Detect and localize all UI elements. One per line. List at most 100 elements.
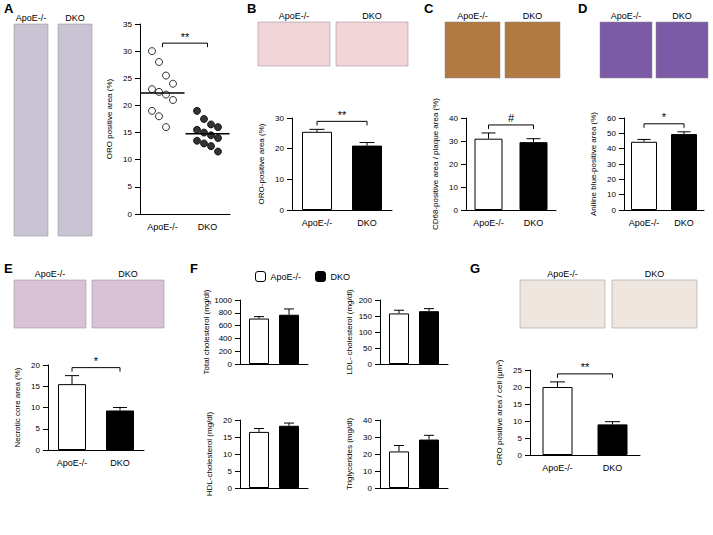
svg-text:E: E [4,261,13,276]
svg-text:1000: 1000 [214,296,232,305]
svg-text:ApoE-/-: ApoE-/- [457,11,488,21]
svg-text:LDL- cholesterol (mg/dl): LDL- cholesterol (mg/dl) [345,289,354,375]
svg-text:0: 0 [368,484,373,493]
svg-text:10: 10 [123,155,132,164]
svg-text:0: 0 [368,360,373,369]
svg-text:10: 10 [449,183,458,192]
svg-text:50: 50 [363,344,372,353]
svg-text:ApoE-/-: ApoE-/- [629,218,660,228]
svg-text:10: 10 [607,190,616,199]
svg-text:0: 0 [228,484,233,493]
svg-text:5: 5 [128,182,133,191]
svg-text:**: ** [181,31,190,43]
svg-text:0: 0 [612,206,617,215]
svg-text:ApoE-/-: ApoE-/- [302,218,333,228]
svg-text:30: 30 [607,160,616,169]
svg-text:10: 10 [223,450,232,459]
svg-text:DKO: DKO [672,11,692,21]
svg-text:30: 30 [363,433,372,442]
svg-text:40: 40 [607,144,616,153]
svg-text:0: 0 [280,206,285,215]
svg-text:DKO: DKO [110,458,130,468]
svg-text:40: 40 [363,416,372,425]
svg-text:20: 20 [223,416,232,425]
svg-text:50: 50 [607,129,616,138]
svg-text:ApoE-/-: ApoE-/- [611,11,642,21]
svg-text:ApoE-/-: ApoE-/- [271,272,302,282]
svg-text:D: D [578,1,587,16]
svg-text:*: * [662,111,667,123]
svg-text:0: 0 [128,210,133,219]
svg-text:25: 25 [123,74,132,83]
svg-text:0: 0 [228,360,233,369]
svg-text:20: 20 [513,383,522,392]
svg-text:20: 20 [275,144,284,153]
svg-text:15: 15 [123,128,132,137]
svg-text:25: 25 [513,366,522,375]
svg-text:DKO: DKO [674,218,694,228]
svg-text:30: 30 [449,137,458,146]
svg-text:10: 10 [363,467,372,476]
svg-text:0: 0 [518,451,523,460]
svg-text:ORO-positive area (%): ORO-positive area (%) [257,123,266,204]
svg-text:CD68-positive area / plaque ar: CD68-positive area / plaque area (%) [431,98,440,230]
svg-text:5: 5 [36,424,41,433]
svg-text:DKO: DKO [65,13,85,23]
svg-text:35: 35 [123,20,132,29]
svg-text:F: F [190,261,198,276]
svg-text:DKO: DKO [198,222,218,232]
svg-text:20: 20 [449,160,458,169]
svg-text:20: 20 [31,361,40,370]
svg-text:20: 20 [363,450,372,459]
svg-text:10: 10 [275,175,284,184]
svg-text:Triglycerides (mg/dl): Triglycerides (mg/dl) [345,418,354,490]
svg-text:Total cholesterol (mg/dl): Total cholesterol (mg/dl) [202,289,211,374]
svg-text:10: 10 [513,417,522,426]
svg-text:DKO: DKO [603,463,623,473]
svg-text:200: 200 [359,296,373,305]
svg-text:15: 15 [513,400,522,409]
svg-text:B: B [247,1,256,16]
svg-text:ApoE-/-: ApoE-/- [473,218,504,228]
svg-text:A: A [4,1,14,16]
svg-text:ApoE-/-: ApoE-/- [279,11,310,21]
svg-text:15: 15 [31,382,40,391]
svg-text:30: 30 [275,114,284,123]
svg-text:ORO positive area (%): ORO positive area (%) [105,78,114,159]
svg-text:DKO: DKO [362,11,382,21]
svg-text:400: 400 [219,334,233,343]
svg-text:ORO positive area / cell (μm²): ORO positive area / cell (μm²) [495,359,504,465]
svg-text:ApoE-/-: ApoE-/- [57,458,88,468]
svg-text:Aniline blue-positive area (%): Aniline blue-positive area (%) [589,112,598,216]
svg-text:HDL-cholesterol (mg/dl): HDL-cholesterol (mg/dl) [205,411,214,496]
svg-text:800: 800 [219,308,233,317]
svg-text:20: 20 [123,101,132,110]
svg-text:ApoE-/-: ApoE-/- [16,13,47,23]
svg-text:600: 600 [219,321,233,330]
svg-text:DKO: DKO [118,269,138,279]
svg-text:60: 60 [607,114,616,123]
svg-text:C: C [424,1,434,16]
svg-text:40: 40 [449,114,458,123]
svg-text:DKO: DKO [645,269,665,279]
svg-text:ApoE-/-: ApoE-/- [542,463,573,473]
svg-text:DKO: DKO [357,218,377,228]
svg-text:ApoE-/-: ApoE-/- [147,222,178,232]
svg-text:ApoE-/-: ApoE-/- [35,269,66,279]
svg-text:15: 15 [223,433,232,442]
svg-text:#: # [508,112,515,124]
svg-text:**: ** [581,361,590,373]
svg-text:**: ** [338,109,347,121]
svg-text:20: 20 [607,175,616,184]
svg-text:*: * [94,355,99,367]
svg-text:200: 200 [219,347,233,356]
svg-text:Necrotic core area (%): Necrotic core area (%) [13,367,22,447]
svg-text:0: 0 [454,206,459,215]
svg-text:ApoE-/-: ApoE-/- [547,269,578,279]
svg-text:G: G [470,261,480,276]
svg-text:DKO: DKO [523,11,543,21]
svg-text:100: 100 [359,328,373,337]
svg-text:5: 5 [228,467,233,476]
svg-text:150: 150 [359,312,373,321]
svg-text:10: 10 [31,403,40,412]
